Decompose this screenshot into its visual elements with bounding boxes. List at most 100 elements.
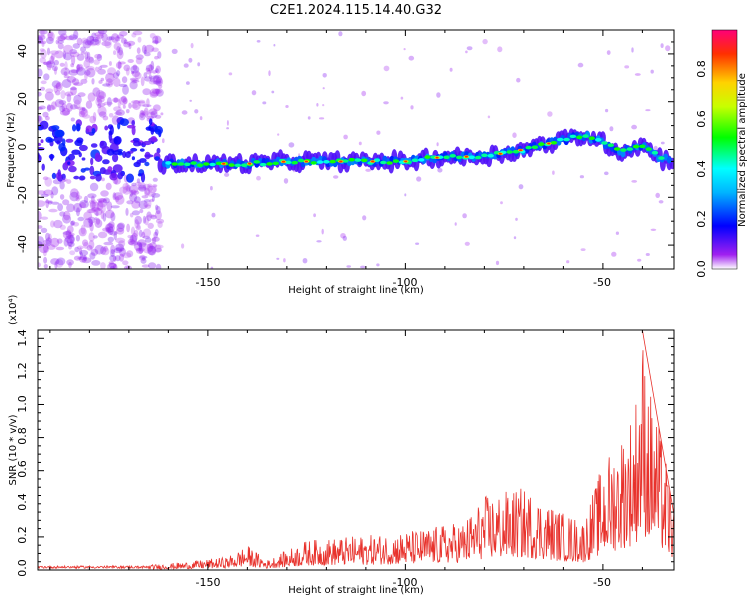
- spectrogram-cell: [342, 159, 349, 163]
- spectrogram-cell: [45, 115, 50, 121]
- spectrogram-cell: [97, 198, 108, 208]
- spectrogram-cell: [115, 255, 121, 262]
- spectrogram-cell: [59, 62, 65, 67]
- spectrogram-cell: [138, 184, 147, 192]
- top-xtick-2: -100: [393, 276, 418, 289]
- bot-ylabel: SNR (10 * v/v): [8, 414, 19, 485]
- spectrogram-cell: [171, 48, 178, 55]
- spectrogram-cell: [197, 62, 201, 67]
- spectrogram-cell: [80, 224, 86, 235]
- bot-ytick-7: 1.2: [16, 362, 29, 380]
- spectrogram-cell: [498, 152, 502, 155]
- spectrogram-cell: [46, 104, 52, 112]
- spectrogram-cell: [650, 69, 654, 74]
- spectrogram-cell: [128, 102, 132, 109]
- colorbar-tick-1: 0.0: [695, 260, 708, 278]
- spectrogram-cell: [80, 51, 86, 55]
- spectrogram-cell: [107, 81, 113, 86]
- spectrogram-cell: [611, 251, 617, 257]
- spectrogram-cell: [122, 84, 129, 95]
- spectrogram-cell: [71, 55, 76, 66]
- spectrogram-cell: [137, 186, 147, 191]
- spectrogram-cell: [100, 190, 109, 197]
- spectrogram-cell: [130, 226, 136, 236]
- spectrogram-cell: [45, 198, 49, 209]
- spectrogram-cell: [116, 46, 121, 53]
- spectrogram-cell: [44, 91, 54, 101]
- spectrogram-cell: [96, 95, 105, 103]
- spectrogram-cell: [68, 69, 79, 76]
- spectrogram-cell: [110, 244, 116, 255]
- spectrogram-cell: [73, 255, 82, 261]
- spectrogram-cell: [84, 40, 93, 46]
- spectrogram-cell: [138, 245, 144, 254]
- spectrogram-cell: [71, 78, 80, 86]
- spectrogram-cell: [102, 115, 109, 121]
- spectrogram-cell: [40, 193, 49, 198]
- spectrogram-cell: [109, 254, 117, 262]
- spectrogram-cell: [94, 244, 105, 255]
- spectrogram-cell: [127, 234, 133, 239]
- spectrogram-cell: [137, 101, 146, 107]
- spectrogram-cell: [144, 161, 150, 167]
- spectrogram-cell: [126, 124, 136, 129]
- spectrogram-cell: [69, 234, 75, 245]
- spectrogram-cell: [343, 134, 348, 140]
- spectrogram-cell: [437, 168, 443, 173]
- spectrogram-cell: [655, 192, 660, 198]
- spectrogram-cell: [94, 53, 102, 59]
- bot-ytick-1: 0.0: [16, 559, 29, 577]
- spectrogram-cell: [62, 210, 71, 221]
- spectrogram-cell: [588, 136, 595, 140]
- spectrogram-cell: [115, 61, 123, 69]
- spectrogram-cell: [38, 210, 42, 221]
- spectrogram-cell: [148, 262, 157, 269]
- spectrogram-cell: [83, 195, 89, 204]
- spectrogram-cell: [132, 30, 143, 36]
- spectrogram-cell: [78, 107, 88, 115]
- spectrogram-cell: [59, 181, 65, 190]
- spectrogram-cell: [136, 178, 141, 184]
- spectrogram-cell: [137, 239, 147, 248]
- spectrogram-cell: [133, 241, 143, 251]
- spectrogram-cell: [436, 142, 439, 147]
- spectrogram-cell: [66, 93, 72, 103]
- spectrogram-cell: [73, 99, 81, 110]
- spectrogram-cell: [73, 94, 82, 105]
- spectrogram-cell: [569, 134, 577, 139]
- spectrogram-cell: [130, 189, 137, 196]
- spectrogram-cell: [68, 165, 77, 173]
- spectrogram-cell: [557, 137, 564, 142]
- spectrogram-cell: [117, 98, 121, 109]
- spectrogram-cell: [46, 244, 56, 250]
- bot-ytick-2: 0.2: [16, 526, 29, 544]
- spectrogram-cell: [127, 59, 134, 63]
- spectrogram-cell: [95, 217, 101, 225]
- spectrogram-cell: [87, 216, 96, 224]
- spectrogram-cell: [70, 87, 77, 91]
- spectrogram-cell: [149, 88, 160, 97]
- spectrogram-cell: [127, 238, 135, 245]
- spectrogram-cell: [126, 109, 130, 114]
- spectrogram-cell: [139, 208, 144, 214]
- spectrogram-cell: [76, 207, 80, 217]
- top-ytick-5: -40: [16, 235, 29, 253]
- colorbar-tick-3: 0.4: [695, 160, 708, 178]
- spectrogram-cell: [199, 116, 203, 121]
- bot-ytick-8: 1.4: [16, 329, 29, 347]
- bot-xtick-2: -100: [393, 576, 418, 589]
- spectrogram-cell: [75, 123, 81, 132]
- spectrogram-cell: [272, 161, 279, 166]
- spectrogram-cell: [113, 247, 123, 254]
- spectrogram-cell: [126, 40, 136, 46]
- spectrogram-cell: [151, 249, 156, 253]
- spectrogram-cell: [154, 114, 162, 119]
- top-ytick-4: -20: [16, 186, 29, 204]
- spectrogram-cell: [144, 188, 151, 196]
- spectrogram-cell: [74, 246, 80, 253]
- spectrogram-cell: [42, 239, 51, 246]
- spectrogram-cell: [142, 140, 152, 146]
- spectrogram-cell: [155, 65, 161, 74]
- spectrogram-cell: [122, 98, 128, 105]
- spectrogram-cell: [81, 37, 89, 44]
